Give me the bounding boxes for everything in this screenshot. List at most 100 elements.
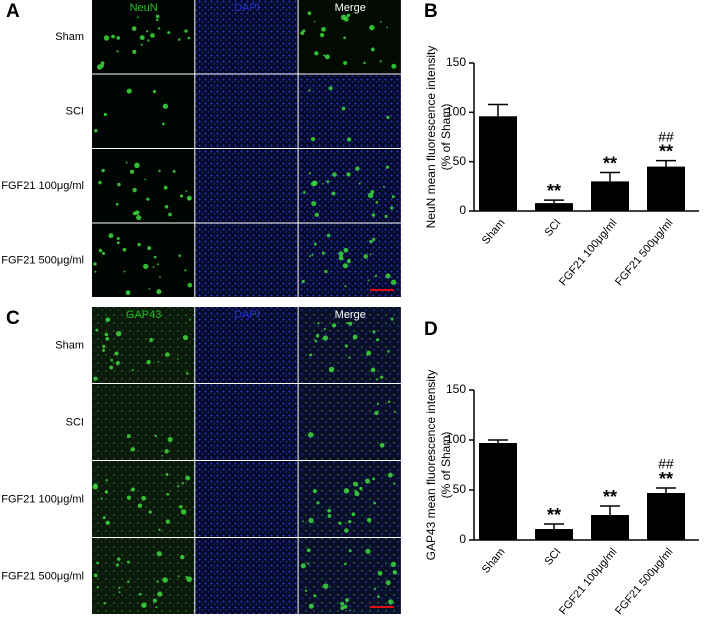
cell: [343, 247, 349, 253]
cell: [328, 86, 333, 91]
cell: [372, 330, 376, 334]
cell: [344, 528, 349, 533]
cell: [307, 432, 314, 438]
cell: [125, 161, 128, 164]
cell: [377, 570, 383, 576]
micrograph: [195, 74, 298, 148]
cell: [340, 601, 345, 606]
y-tick-label: 100: [446, 105, 466, 119]
cell: [313, 594, 317, 598]
cell: [363, 254, 368, 259]
cell: [346, 172, 351, 177]
cell: [390, 561, 397, 567]
cell: [162, 577, 168, 583]
cell: [344, 562, 347, 566]
cell: [164, 352, 170, 357]
cell: [348, 356, 351, 359]
cell: [311, 201, 317, 207]
panel-letter: C: [6, 308, 20, 329]
cell: [186, 576, 192, 582]
cell: [116, 50, 119, 53]
cell: [312, 180, 318, 186]
cell: [343, 604, 348, 609]
cell: [108, 233, 114, 239]
cell: [102, 348, 105, 351]
cell: [353, 481, 359, 487]
panel-letter: A: [6, 1, 20, 22]
cell: [132, 187, 137, 193]
row-label: SCI: [66, 416, 84, 428]
cell: [101, 64, 104, 68]
cell: [379, 20, 382, 23]
cell: [301, 279, 305, 284]
cell: [374, 410, 379, 416]
cell: [354, 491, 360, 497]
cell: [324, 54, 330, 60]
cell: [180, 509, 187, 515]
cell: [374, 274, 378, 278]
cell: [331, 323, 337, 328]
cell: [322, 335, 329, 341]
cell: [300, 31, 305, 36]
cell: [100, 61, 105, 66]
micrograph: [92, 538, 195, 614]
micrograph: [195, 461, 298, 537]
cell: [346, 137, 352, 142]
cell: [304, 589, 308, 592]
cell: [180, 554, 185, 560]
cell: [375, 201, 379, 204]
cell: [376, 403, 379, 406]
y-axis-label: (% of Sham): [439, 104, 453, 171]
cell: [372, 477, 376, 481]
cell: [156, 289, 162, 295]
cell: [326, 180, 330, 184]
cell: [136, 215, 142, 221]
cell: [182, 334, 189, 341]
cell: [105, 337, 110, 341]
cell: [165, 473, 169, 476]
cell: [311, 253, 314, 256]
cell: [105, 520, 110, 525]
significance: **: [603, 153, 617, 173]
cell: [139, 35, 145, 41]
cell: [154, 434, 157, 438]
cell: [367, 279, 370, 282]
cell: [391, 63, 397, 69]
cell: [328, 366, 335, 373]
micrograph: [92, 149, 195, 223]
cell: [179, 504, 183, 509]
cell: [341, 106, 346, 111]
cell: [156, 580, 159, 583]
bar: [647, 493, 685, 540]
cell: [317, 322, 320, 325]
row-label: FGF21 100μg/ml: [1, 493, 84, 505]
micrograph: [298, 149, 401, 223]
cell: [382, 185, 385, 188]
cell: [373, 501, 376, 505]
cell: [354, 489, 357, 492]
cell: [385, 273, 391, 279]
y-tick-label: 0: [459, 532, 466, 546]
x-tick-label: FGF21 500μg/ml: [613, 217, 675, 288]
cell: [314, 212, 319, 217]
cell: [322, 182, 324, 185]
x-tick-label: FGF21 100μg/ml: [557, 217, 619, 288]
cell: [309, 255, 312, 258]
cell: [189, 319, 192, 321]
cell: [390, 279, 397, 285]
significance: **: [659, 141, 673, 161]
cell: [365, 548, 371, 554]
cell: [131, 26, 137, 32]
cell: [156, 551, 162, 557]
cell: [146, 197, 150, 201]
cell: [186, 195, 192, 201]
cell: [300, 563, 306, 569]
column-label: GAP43: [126, 309, 161, 321]
cell: [184, 269, 187, 272]
cell: [358, 182, 361, 185]
cell: [132, 211, 137, 216]
cell: [177, 575, 180, 578]
significance: ##: [658, 456, 674, 472]
cell: [152, 266, 155, 269]
bar: [535, 529, 573, 540]
